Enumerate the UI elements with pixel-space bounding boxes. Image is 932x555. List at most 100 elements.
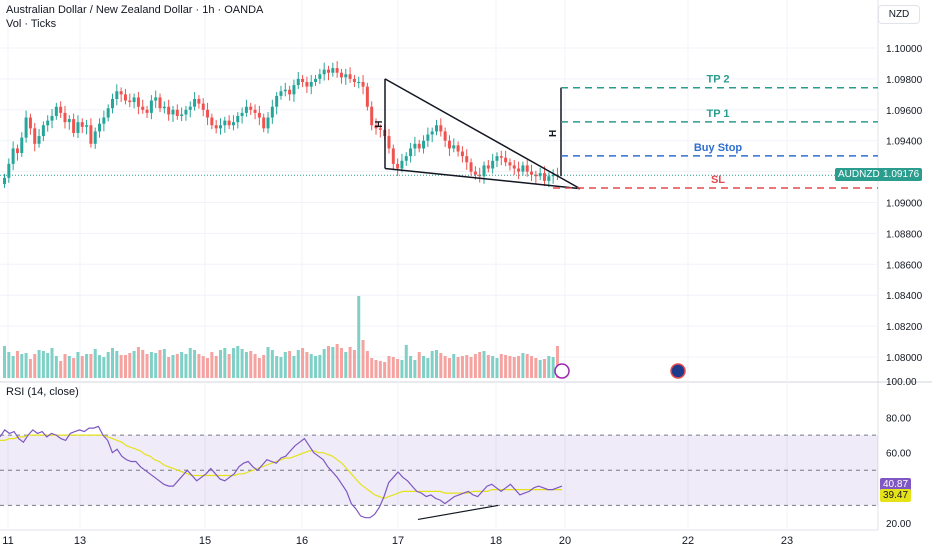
rsi-tick-label: 20.00 xyxy=(886,519,911,530)
volume-bar xyxy=(296,350,300,378)
volume-bar xyxy=(119,355,123,378)
candle-body xyxy=(551,174,555,177)
volume-bar xyxy=(128,353,132,378)
candle-body xyxy=(396,163,400,169)
volume-bar xyxy=(141,350,145,378)
volume-bar xyxy=(270,350,274,378)
candle-body xyxy=(37,136,41,144)
candle-body xyxy=(20,137,24,154)
volume-bar xyxy=(551,357,555,378)
candle-body xyxy=(534,174,538,177)
rsi-divergence-line xyxy=(417,504,499,521)
time-tick-label: 16 xyxy=(296,535,308,547)
volume-bar xyxy=(443,356,447,378)
volume-bar xyxy=(288,351,292,378)
time-tick-label: 18 xyxy=(490,535,502,547)
time-tick-label: 15 xyxy=(199,535,211,547)
candle-body xyxy=(111,98,114,109)
candle-body xyxy=(456,145,460,152)
volume-bar xyxy=(89,354,93,378)
volume-bar xyxy=(378,361,382,378)
candle-body xyxy=(378,128,382,130)
candle-body xyxy=(236,115,240,123)
candle-body xyxy=(404,156,408,161)
volume-bar xyxy=(63,354,67,378)
volume-bar xyxy=(491,356,495,378)
rsi-ma-value-tag: 39.47 xyxy=(880,489,912,502)
candle-body xyxy=(426,134,430,141)
volume-bar xyxy=(59,361,63,378)
currency-button[interactable]: NZD xyxy=(878,5,920,24)
candle-body xyxy=(465,156,469,163)
volume-bar xyxy=(7,352,11,378)
volume-bar xyxy=(106,352,110,378)
candle-body xyxy=(63,112,67,123)
candle-body xyxy=(197,98,201,104)
candle-body xyxy=(223,120,227,126)
volume-bar xyxy=(201,356,205,378)
tp2-line-label: TP 2 xyxy=(706,74,729,86)
last-price-tag: 1.09176 xyxy=(880,168,923,181)
volume-bar xyxy=(115,351,119,378)
candle-body xyxy=(7,163,11,178)
candle-body xyxy=(193,98,197,107)
candle-body xyxy=(352,78,356,82)
candle-body xyxy=(400,160,404,169)
volume-bar xyxy=(413,360,417,378)
candle-body xyxy=(331,68,335,73)
candle-body xyxy=(89,125,93,144)
volume-bar xyxy=(33,354,37,378)
volume-bar xyxy=(175,354,179,378)
volume-bar xyxy=(85,354,89,378)
volume-bar xyxy=(322,349,326,378)
candle-layer xyxy=(3,61,559,188)
candle-body xyxy=(417,143,421,149)
volume-bar xyxy=(361,340,365,378)
volume-bar xyxy=(435,350,438,378)
candle-body xyxy=(102,117,106,124)
volume-bar xyxy=(15,351,19,378)
volume-bar xyxy=(20,354,24,378)
volume-bar xyxy=(188,348,192,378)
candle-body xyxy=(309,81,313,87)
volume-bar xyxy=(478,352,482,378)
candle-body xyxy=(491,160,495,169)
candle-body xyxy=(249,106,253,110)
volume-bar xyxy=(473,354,477,378)
volume-bar xyxy=(236,346,240,378)
candle-body xyxy=(244,106,248,113)
candle-body xyxy=(443,131,447,141)
candle-body xyxy=(452,145,456,149)
flag-au-icon xyxy=(670,363,686,379)
candle-body xyxy=(318,74,322,79)
volume-bar xyxy=(314,356,318,378)
price-tick-label: 1.08200 xyxy=(886,322,923,333)
volume-bar xyxy=(180,352,184,378)
stop-loss-line-label: SL xyxy=(711,174,725,186)
volume-bar xyxy=(426,358,430,378)
volume-bar xyxy=(318,355,322,378)
candle-body xyxy=(141,106,145,110)
volume-bar xyxy=(370,358,374,378)
candle-body xyxy=(206,109,210,118)
candle-body xyxy=(374,125,378,129)
volume-bar xyxy=(145,354,149,378)
time-tick-label: 23 xyxy=(781,535,793,547)
volume-bar xyxy=(253,354,257,378)
candle-body xyxy=(365,86,369,107)
volume-bar xyxy=(283,352,287,378)
candle-body xyxy=(275,95,279,107)
candle-body xyxy=(538,173,542,177)
volume-bar xyxy=(162,349,166,378)
volume-bar xyxy=(193,350,197,378)
volume-bar xyxy=(28,359,32,378)
candle-body xyxy=(149,100,153,113)
volume-bar xyxy=(249,351,253,378)
price-cut-label: 100.00 xyxy=(886,377,917,388)
candle-body xyxy=(227,120,231,126)
volume-bar xyxy=(136,347,140,378)
candle-body xyxy=(547,176,551,181)
volume-bar xyxy=(279,357,283,378)
candle-body xyxy=(314,78,318,82)
